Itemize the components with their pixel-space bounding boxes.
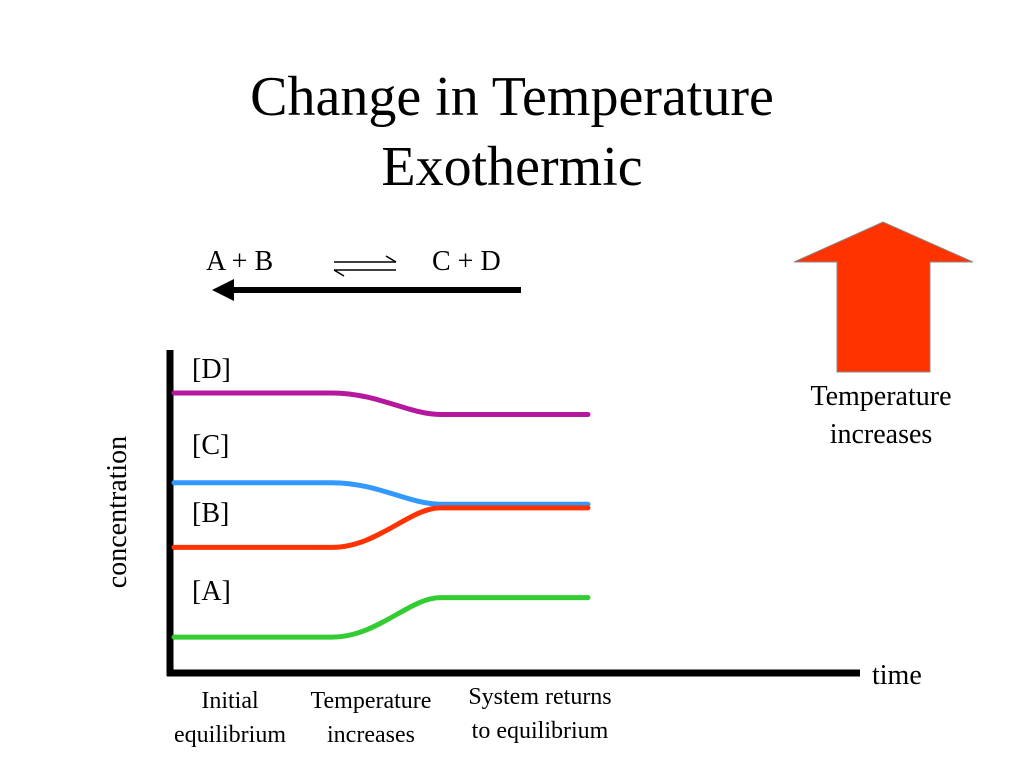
temperature-increases-label: Temperature increases	[796, 378, 966, 454]
title-line-2: Exothermic	[381, 136, 643, 198]
y-axis-label: concentration	[102, 435, 133, 589]
phase-label-initial: Initial equilibrium	[160, 684, 300, 752]
series-line-b	[171, 505, 591, 550]
temperature-label-line1: Temperature	[810, 381, 952, 412]
temperature-up-arrow-icon	[793, 221, 974, 373]
reactants-text: A + B	[206, 246, 273, 277]
temperature-label-line2: increases	[829, 419, 933, 450]
phase-label-return-line2: to equilibrium	[471, 718, 609, 744]
phase-label-initial-line2: equilibrium	[174, 722, 286, 748]
series-label-d: [D]	[192, 354, 231, 385]
products-text: C + D	[432, 246, 501, 277]
slide-title: Change in Temperature Exothermic	[0, 62, 1024, 202]
phase-label-return: System returns to equilibrium	[450, 680, 630, 748]
chart-axes	[166, 350, 860, 677]
shift-left-arrow-icon	[212, 279, 521, 301]
series-label-a: [A]	[192, 576, 231, 607]
series-line-d	[171, 390, 591, 418]
series-label-b: [B]	[192, 498, 230, 529]
series-label-c: [C]	[192, 430, 230, 461]
phase-label-initial-line1: Initial	[201, 688, 259, 714]
series-line-c	[171, 480, 591, 507]
series-line-a	[171, 595, 591, 640]
title-line-1: Change in Temperature	[250, 66, 774, 128]
phase-label-return-line1: System returns	[468, 684, 612, 710]
equilibrium-arrows-icon	[333, 255, 397, 277]
phase-label-change-line1: Temperature	[310, 688, 432, 714]
phase-label-change: Temperature increases	[298, 684, 444, 752]
x-axis-label: time	[872, 660, 922, 691]
phase-label-change-line2: increases	[327, 722, 415, 748]
